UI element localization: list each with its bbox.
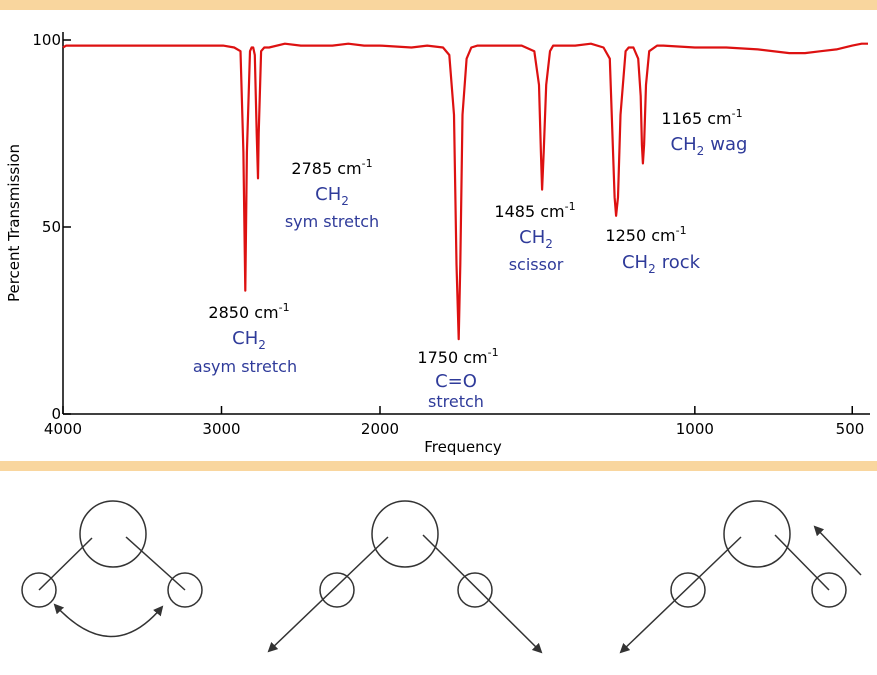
carbon-atom-circle	[723, 500, 791, 568]
x-ticks: 4000 3000 2000 1000 500	[44, 406, 864, 438]
x-tick-label: 2000	[361, 420, 399, 438]
x-tick-label: 500	[836, 420, 865, 438]
asymmetric-stretch-diagram	[619, 500, 862, 654]
scissoring-mode-diagram	[21, 500, 203, 638]
x-tick-label: 3000	[202, 420, 240, 438]
y-axis-title: Percent Transmission	[5, 144, 23, 302]
x-tick-label: 4000	[44, 420, 82, 438]
hydrogen-atom-circle	[811, 572, 847, 608]
peak-wavenumber-label: 2850 cm-1	[208, 301, 289, 322]
y-ticks: 0 50 100	[32, 31, 71, 423]
spectrum-line	[62, 42, 868, 341]
peak-annotation-1165: 1165 cm-1 CH2 wag	[661, 107, 747, 158]
peak-annotation-1250: 1250 cm-1 CH2 rock	[605, 224, 700, 276]
peak-annotation-2850: 2850 cm-1 CH2 asym stretch	[193, 301, 297, 376]
peak-group-label: CH2	[519, 227, 553, 251]
peak-annotation-1485: 1485 cm-1 CH2 scissor	[494, 200, 575, 274]
peak-annotation-2785: 2785 cm-1 CH2 sym stretch	[285, 157, 379, 231]
stretch-arrow-up	[813, 525, 862, 576]
stretch-arrow-left	[267, 536, 389, 653]
peak-mode-label: scissor	[509, 255, 564, 274]
plot-frame	[62, 32, 870, 415]
peak-wavenumber-label: 1250 cm-1	[605, 224, 686, 245]
bond-line	[774, 534, 830, 591]
hydrogen-atom-circle	[167, 572, 203, 608]
peak-group-label: CH2	[232, 328, 266, 352]
carbon-atom-circle	[79, 500, 147, 568]
y-tick-label: 50	[42, 218, 61, 236]
peak-mode-label: stretch	[428, 392, 484, 411]
stretch-arrow-left	[619, 536, 742, 654]
peak-group-label: CH2 wag	[671, 134, 748, 158]
hydrogen-atom-circle	[670, 572, 706, 608]
x-tick-label: 1000	[676, 420, 714, 438]
hydrogen-atom-circle	[457, 572, 493, 608]
peak-group-label: C=O	[435, 371, 477, 392]
peak-mode-label: asym stretch	[193, 357, 297, 376]
peak-annotation-1750: 1750 cm-1 C=O stretch	[417, 346, 498, 411]
y-tick-label: 0	[51, 405, 61, 423]
y-tick-label: 100	[32, 31, 61, 49]
x-axis-title: Frequency	[424, 438, 502, 456]
peak-mode-label: sym stretch	[285, 212, 379, 231]
peak-group-label: CH2	[315, 184, 349, 208]
hydrogen-atom-circle	[319, 572, 355, 608]
ir-spectrum-chart: 0 50 100 4000 3000 2000 1000 500 Percent Trans…	[5, 31, 870, 456]
middle-accent-band	[0, 461, 877, 471]
peak-wavenumber-label: 1165 cm-1	[661, 107, 742, 128]
peak-group-label: CH2 rock	[622, 252, 701, 276]
scissor-motion-arrow	[53, 603, 164, 638]
peak-wavenumber-label: 2785 cm-1	[291, 157, 372, 178]
peak-wavenumber-label: 1485 cm-1	[494, 200, 575, 221]
stretch-arrow-right	[422, 534, 543, 654]
peak-wavenumber-label: 1750 cm-1	[417, 346, 498, 367]
carbon-atom-circle	[371, 500, 439, 568]
top-accent-band	[0, 0, 877, 10]
vibration-mode-diagrams	[21, 500, 862, 654]
symmetric-stretch-diagram	[267, 500, 543, 654]
hydrogen-atom-circle	[21, 572, 57, 608]
bond-line	[125, 536, 186, 591]
bond-line	[38, 537, 93, 591]
